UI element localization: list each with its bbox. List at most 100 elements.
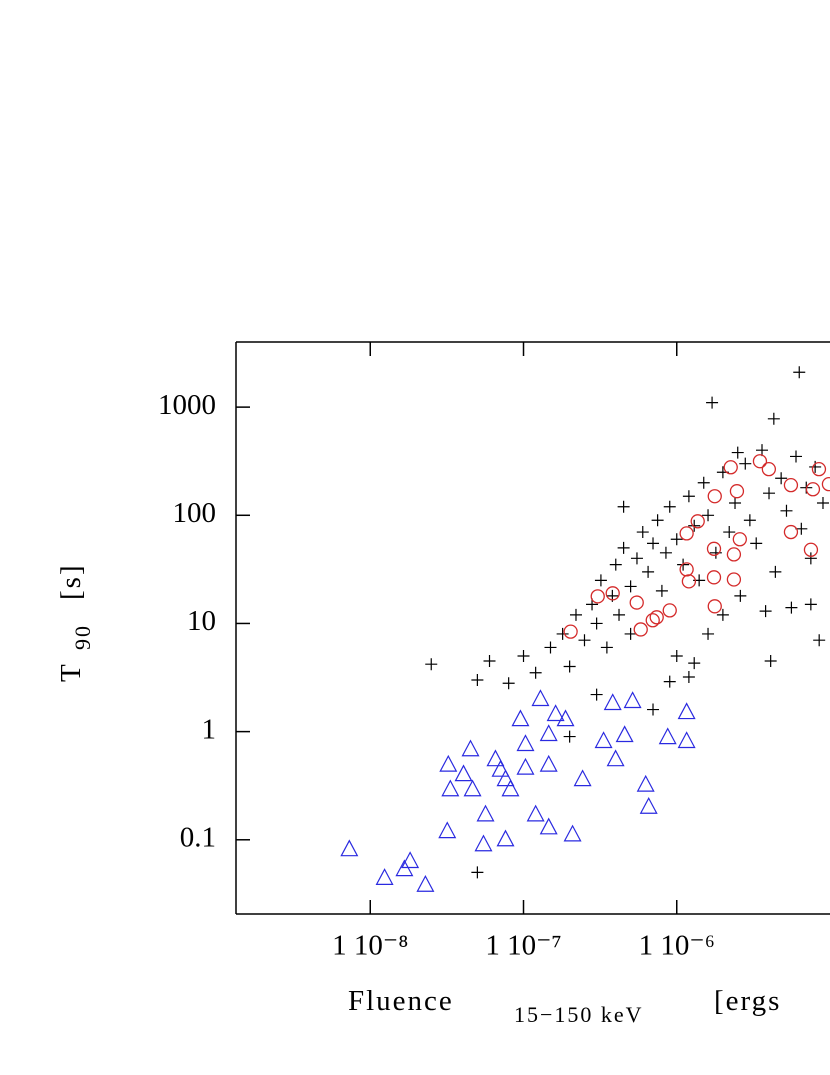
point — [752, 454, 768, 469]
x-axis-label-sub: 15−150 keV — [514, 1002, 644, 1027]
point — [734, 589, 747, 602]
point — [633, 622, 648, 637]
point — [659, 546, 672, 559]
point — [679, 526, 694, 541]
point — [804, 598, 817, 611]
point — [624, 627, 637, 640]
point — [609, 558, 622, 571]
point — [707, 489, 722, 504]
point — [642, 565, 655, 578]
point — [531, 689, 550, 707]
point — [805, 482, 821, 497]
y-axis-label-sub: 90 — [70, 624, 95, 650]
point — [775, 472, 788, 485]
point — [731, 446, 744, 459]
point — [441, 779, 460, 797]
point — [793, 366, 806, 379]
point — [647, 537, 660, 550]
point — [569, 608, 582, 621]
point — [811, 462, 827, 477]
axes-frame — [235, 341, 830, 915]
point — [783, 524, 799, 540]
x-tick-label: 1 10⁻⁸ — [332, 930, 408, 962]
y-tick-label: 100 — [173, 497, 217, 529]
point — [816, 496, 829, 509]
y-tick-label: 1000 — [158, 389, 216, 421]
point — [605, 586, 620, 601]
point — [682, 670, 695, 683]
y-axis-label-group: T 90 [s] — [55, 563, 95, 682]
point — [502, 677, 515, 690]
point — [563, 824, 582, 842]
point — [511, 709, 530, 727]
point — [783, 477, 799, 493]
point — [544, 641, 557, 654]
point — [790, 450, 803, 463]
point — [623, 691, 642, 709]
point — [425, 658, 438, 671]
point — [539, 724, 558, 742]
point — [780, 504, 793, 517]
point — [658, 727, 677, 745]
point — [690, 514, 705, 529]
point — [795, 522, 808, 535]
point — [461, 739, 480, 757]
point — [649, 610, 664, 625]
x-tick-label: 1 10⁻⁶ — [639, 930, 715, 962]
point — [613, 608, 626, 621]
point — [606, 749, 625, 767]
point — [707, 599, 722, 614]
point — [486, 749, 505, 767]
point — [750, 537, 763, 550]
point — [679, 562, 694, 577]
point — [636, 774, 655, 792]
point — [578, 634, 591, 647]
point — [688, 519, 701, 532]
plot-area — [340, 366, 830, 892]
point — [600, 641, 613, 654]
point — [439, 754, 458, 772]
point — [697, 476, 710, 489]
point — [340, 839, 359, 857]
point — [539, 754, 558, 772]
point — [617, 541, 630, 554]
point — [769, 565, 782, 578]
point — [529, 666, 542, 679]
point — [681, 574, 697, 589]
point — [556, 709, 575, 727]
y-axis-label-end: [s] — [55, 563, 87, 600]
point — [471, 674, 484, 687]
point — [821, 477, 830, 492]
point — [496, 829, 515, 847]
point — [476, 804, 495, 822]
point — [804, 552, 817, 565]
point — [594, 731, 613, 749]
point — [573, 769, 592, 787]
point — [483, 654, 496, 667]
point — [647, 703, 660, 716]
point — [594, 574, 607, 587]
point — [763, 487, 776, 500]
point — [645, 613, 660, 628]
point — [617, 500, 630, 513]
point — [546, 704, 565, 722]
point — [764, 654, 777, 667]
y-tick-label: 1 — [202, 713, 217, 745]
point — [682, 490, 695, 503]
point — [726, 547, 742, 562]
point — [516, 734, 535, 752]
point — [474, 834, 493, 852]
point — [563, 660, 576, 673]
y-tick-label: 10 — [187, 605, 216, 637]
point — [663, 500, 676, 513]
point — [723, 460, 738, 475]
point — [454, 764, 473, 782]
point — [471, 866, 484, 879]
point — [516, 757, 535, 775]
point — [813, 634, 826, 647]
point — [702, 509, 715, 522]
point — [785, 601, 798, 614]
point — [743, 514, 756, 527]
point — [639, 796, 658, 814]
point — [759, 605, 772, 618]
